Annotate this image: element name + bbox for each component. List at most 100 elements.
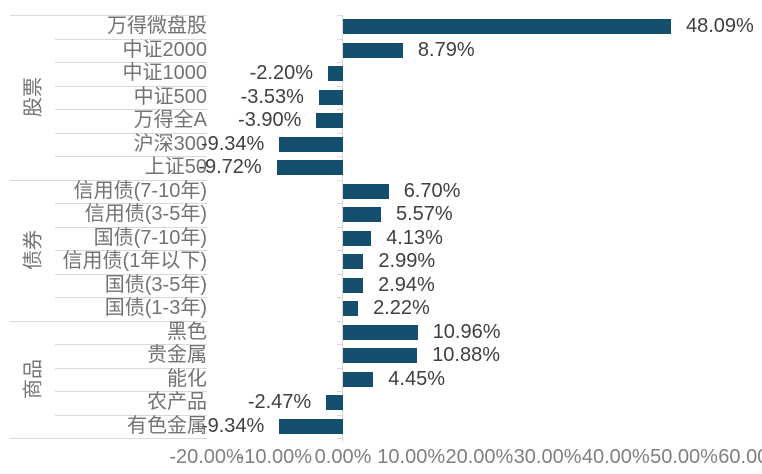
category-label: 有色金属 xyxy=(127,414,207,437)
value-label: -2.47% xyxy=(247,391,312,413)
bar xyxy=(318,89,343,105)
x-axis-tick-label: 40.00% xyxy=(581,446,650,468)
category-separator-line xyxy=(55,344,207,345)
category-separator-line xyxy=(55,297,207,298)
category-separator-line xyxy=(55,62,207,63)
value-label: 10.96% xyxy=(432,320,501,343)
value-label: -3.53% xyxy=(240,85,304,108)
category-label: 中证1000 xyxy=(122,62,208,84)
category-label: 国债(7-10年) xyxy=(93,226,207,249)
bar xyxy=(343,19,671,35)
category-separator-line xyxy=(55,391,207,392)
axis-tick xyxy=(337,344,342,345)
category-label: 国债(3-5年) xyxy=(104,273,207,296)
category-label: 万得微盘股 xyxy=(107,15,207,37)
category-separator-line xyxy=(55,414,207,416)
axis-tick xyxy=(337,438,342,439)
value-label: 4.45% xyxy=(388,367,446,390)
bar xyxy=(343,348,418,364)
bar xyxy=(328,66,343,82)
category-label: 万得全A xyxy=(133,109,207,131)
category-label: 黑色 xyxy=(167,320,207,343)
value-label: 2.22% xyxy=(373,297,430,319)
category-separator-line xyxy=(55,109,207,110)
axis-tick xyxy=(337,62,342,63)
bar xyxy=(343,324,418,340)
value-label: 2.94% xyxy=(378,273,435,296)
category-label: 信用债(7-10年) xyxy=(73,179,207,202)
value-label: -9.34% xyxy=(200,132,265,155)
bar xyxy=(343,301,359,317)
axis-tick xyxy=(337,15,342,16)
bar xyxy=(279,136,343,152)
category-separator-line xyxy=(55,156,207,157)
value-label: 48.09% xyxy=(686,15,754,37)
axis-tick xyxy=(337,179,342,181)
bar xyxy=(343,230,372,246)
x-axis-tick-label: 60.00% xyxy=(718,446,762,468)
bar xyxy=(279,418,343,434)
axis-tick xyxy=(337,156,342,157)
category-label: 上证50 xyxy=(144,156,207,178)
axis-tick xyxy=(337,226,342,228)
axis-tick xyxy=(337,297,342,298)
x-axis-tick-label: -10.00% xyxy=(237,446,313,468)
category-separator-line xyxy=(55,85,207,87)
group-separator-line xyxy=(10,15,207,16)
axis-tick xyxy=(337,203,342,204)
bar xyxy=(343,183,389,199)
group-separator-line xyxy=(10,179,207,181)
group-separator-line xyxy=(10,438,207,439)
axis-tick xyxy=(337,132,342,134)
bar xyxy=(326,395,343,411)
axis-tick xyxy=(337,273,342,275)
bar xyxy=(343,277,364,293)
category-label: 能化 xyxy=(167,367,207,390)
category-axis-line xyxy=(342,15,343,441)
category-label: 贵金属 xyxy=(147,344,207,366)
bar xyxy=(343,371,374,387)
axis-tick xyxy=(337,391,342,392)
category-separator-line xyxy=(55,250,207,251)
category-label: 中证2000 xyxy=(122,38,208,61)
category-separator-line xyxy=(55,226,207,228)
x-axis-tick-label: 50.00% xyxy=(650,446,718,468)
category-separator-line xyxy=(55,203,207,204)
category-separator-line xyxy=(55,132,207,134)
value-label: 5.57% xyxy=(396,203,453,225)
axis-tick xyxy=(337,38,342,40)
bar xyxy=(343,207,381,223)
value-label: -3.90% xyxy=(238,109,302,131)
value-label: 2.99% xyxy=(378,250,436,272)
axis-tick xyxy=(337,320,342,322)
x-axis-tick-label: 30.00% xyxy=(513,446,582,468)
value-label: -9.34% xyxy=(200,414,265,437)
category-separator-line xyxy=(55,273,207,275)
category-separator-line xyxy=(55,38,207,40)
axis-tick xyxy=(337,109,342,110)
value-label: -2.20% xyxy=(249,62,313,84)
category-label: 农产品 xyxy=(147,391,207,413)
value-label: 6.70% xyxy=(403,179,461,202)
category-label: 信用债(1年以下) xyxy=(62,250,207,272)
axis-tick xyxy=(337,250,342,251)
x-axis-tick-label: 20.00% xyxy=(445,446,514,468)
bar xyxy=(316,113,343,129)
category-label: 国债(1-3年) xyxy=(104,297,207,319)
value-label: 10.88% xyxy=(432,344,501,366)
x-axis-tick-label: -20.00% xyxy=(169,446,244,468)
category-label: 沪深300 xyxy=(133,132,207,155)
category-separator-line xyxy=(55,367,207,369)
value-label: 8.79% xyxy=(417,38,475,61)
group-separator-line xyxy=(10,320,207,322)
value-label: 4.13% xyxy=(386,226,443,249)
x-axis-tick-label: 0.00% xyxy=(314,446,372,468)
bar xyxy=(343,254,364,270)
bar xyxy=(276,160,343,176)
category-label: 中证500 xyxy=(133,85,207,108)
x-axis-tick-label: 10.00% xyxy=(377,446,446,468)
value-label: -9.72% xyxy=(198,156,262,178)
axis-tick xyxy=(337,414,342,416)
bar xyxy=(343,42,403,58)
